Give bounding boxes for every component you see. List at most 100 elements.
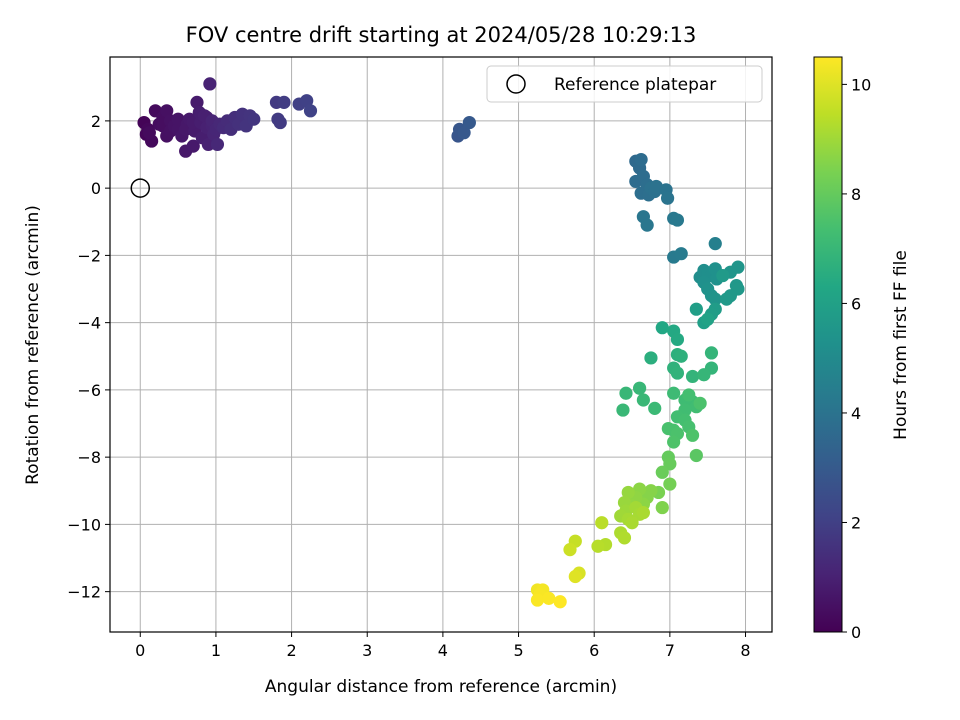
data-point: [660, 191, 675, 205]
data-point: [636, 506, 650, 520]
y-tick-label: −6: [77, 381, 101, 400]
x-tick-label: 7: [665, 641, 675, 660]
reference-platepar-marker: [130, 178, 151, 198]
x-tick-label: 0: [135, 641, 145, 660]
legend-label: Reference platepar: [554, 75, 716, 95]
data-point: [716, 268, 730, 283]
data-point: [530, 593, 545, 607]
colorbar-tick-label: 6: [851, 294, 861, 313]
data-point: [693, 396, 707, 410]
data-point: [663, 457, 677, 471]
data-point: [273, 115, 287, 130]
x-tick-label: 1: [211, 641, 221, 660]
data-point: [457, 126, 471, 140]
colorbar-frame: [813, 56, 843, 633]
x-tick-label: 2: [286, 641, 296, 660]
data-point: [542, 591, 556, 605]
x-tick-label: 3: [362, 641, 372, 660]
x-tick-label: 4: [438, 641, 448, 660]
legend-box: [486, 65, 763, 103]
data-point: [190, 95, 204, 109]
data-point: [303, 104, 318, 118]
data-point: [667, 386, 681, 400]
y-tick-label: 0: [91, 179, 101, 198]
data-point: [619, 386, 633, 400]
colorbar-tick-label: 2: [851, 513, 861, 532]
data-point: [655, 500, 669, 515]
data-point: [595, 516, 609, 530]
data-point: [247, 112, 261, 126]
y-tick-label: 2: [91, 112, 101, 131]
data-point: [203, 77, 217, 91]
data-point: [186, 139, 200, 153]
data-point: [689, 302, 703, 316]
data-point: [277, 95, 291, 109]
colorbar-tick-label: 0: [851, 623, 861, 642]
data-point: [617, 531, 632, 545]
data-point: [670, 366, 685, 380]
y-tick-label: −2: [77, 246, 101, 265]
data-point: [704, 346, 719, 360]
data-point: [685, 369, 700, 384]
data-point: [568, 569, 582, 584]
colorbar-ticks: 0 2 4 6 8 10: [842, 75, 871, 642]
x-tick-label: 5: [513, 641, 523, 660]
data-point: [633, 381, 647, 395]
data-point: [625, 516, 639, 530]
data-point: [648, 401, 662, 415]
data-point: [553, 595, 567, 609]
data-point: [701, 312, 715, 326]
y-tick-label: −4: [77, 314, 101, 333]
chart-title: FOV centre drift starting at 2024/05/28 …: [186, 23, 697, 47]
colorbar-tick-label: 8: [851, 185, 861, 204]
plot-frame: [109, 56, 773, 633]
x-axis-label: Angular distance from reference (arcmin): [265, 677, 617, 697]
y-tick-label: −10: [67, 515, 101, 534]
data-point: [201, 137, 215, 152]
colorbar-tick-label: 10: [851, 75, 871, 94]
y-tick-label: −8: [77, 448, 101, 467]
data-point: [674, 349, 688, 363]
data-point: [667, 435, 681, 449]
gridlines: [110, 57, 772, 632]
colorbar-tick-label: 4: [851, 404, 861, 423]
y-axis-label: Rotation from reference (arcmin): [23, 205, 43, 485]
data-point: [720, 292, 734, 306]
data-point: [644, 351, 658, 365]
axis-ticks: 0 1 2 3 4 5 6 7 8 −12 −10 −8 −6 −4 −2 0 2: [67, 112, 750, 660]
data-point: [674, 247, 688, 261]
data-point: [462, 115, 476, 130]
colorbar-label: Hours from first FF file: [891, 250, 911, 440]
data-point: [300, 94, 314, 108]
colorbar: [814, 57, 842, 632]
x-tick-label: 8: [740, 641, 750, 660]
data-point: [708, 237, 722, 251]
data-point: [682, 388, 696, 402]
legend: Reference platepar: [486, 65, 763, 103]
data-point: [640, 218, 654, 232]
data-point: [563, 543, 577, 557]
data-point: [621, 485, 635, 500]
legend-marker-icon: [506, 74, 526, 94]
data-point: [634, 152, 648, 167]
data-point: [591, 539, 605, 553]
data-points: [130, 77, 745, 609]
data-point: [142, 126, 156, 140]
data-point: [670, 213, 685, 227]
data-point: [160, 104, 174, 118]
data-point: [689, 448, 703, 463]
x-tick-label: 6: [589, 641, 599, 660]
data-point: [731, 260, 745, 274]
data-point: [685, 428, 700, 442]
data-point: [655, 465, 669, 479]
data-point: [670, 332, 685, 347]
data-point: [616, 403, 630, 417]
data-point: [210, 137, 225, 152]
data-point: [708, 292, 722, 306]
y-tick-label: −12: [67, 583, 101, 602]
data-point: [663, 477, 677, 491]
data-point: [636, 393, 650, 407]
data-point: [655, 321, 669, 335]
data-point: [697, 368, 711, 382]
